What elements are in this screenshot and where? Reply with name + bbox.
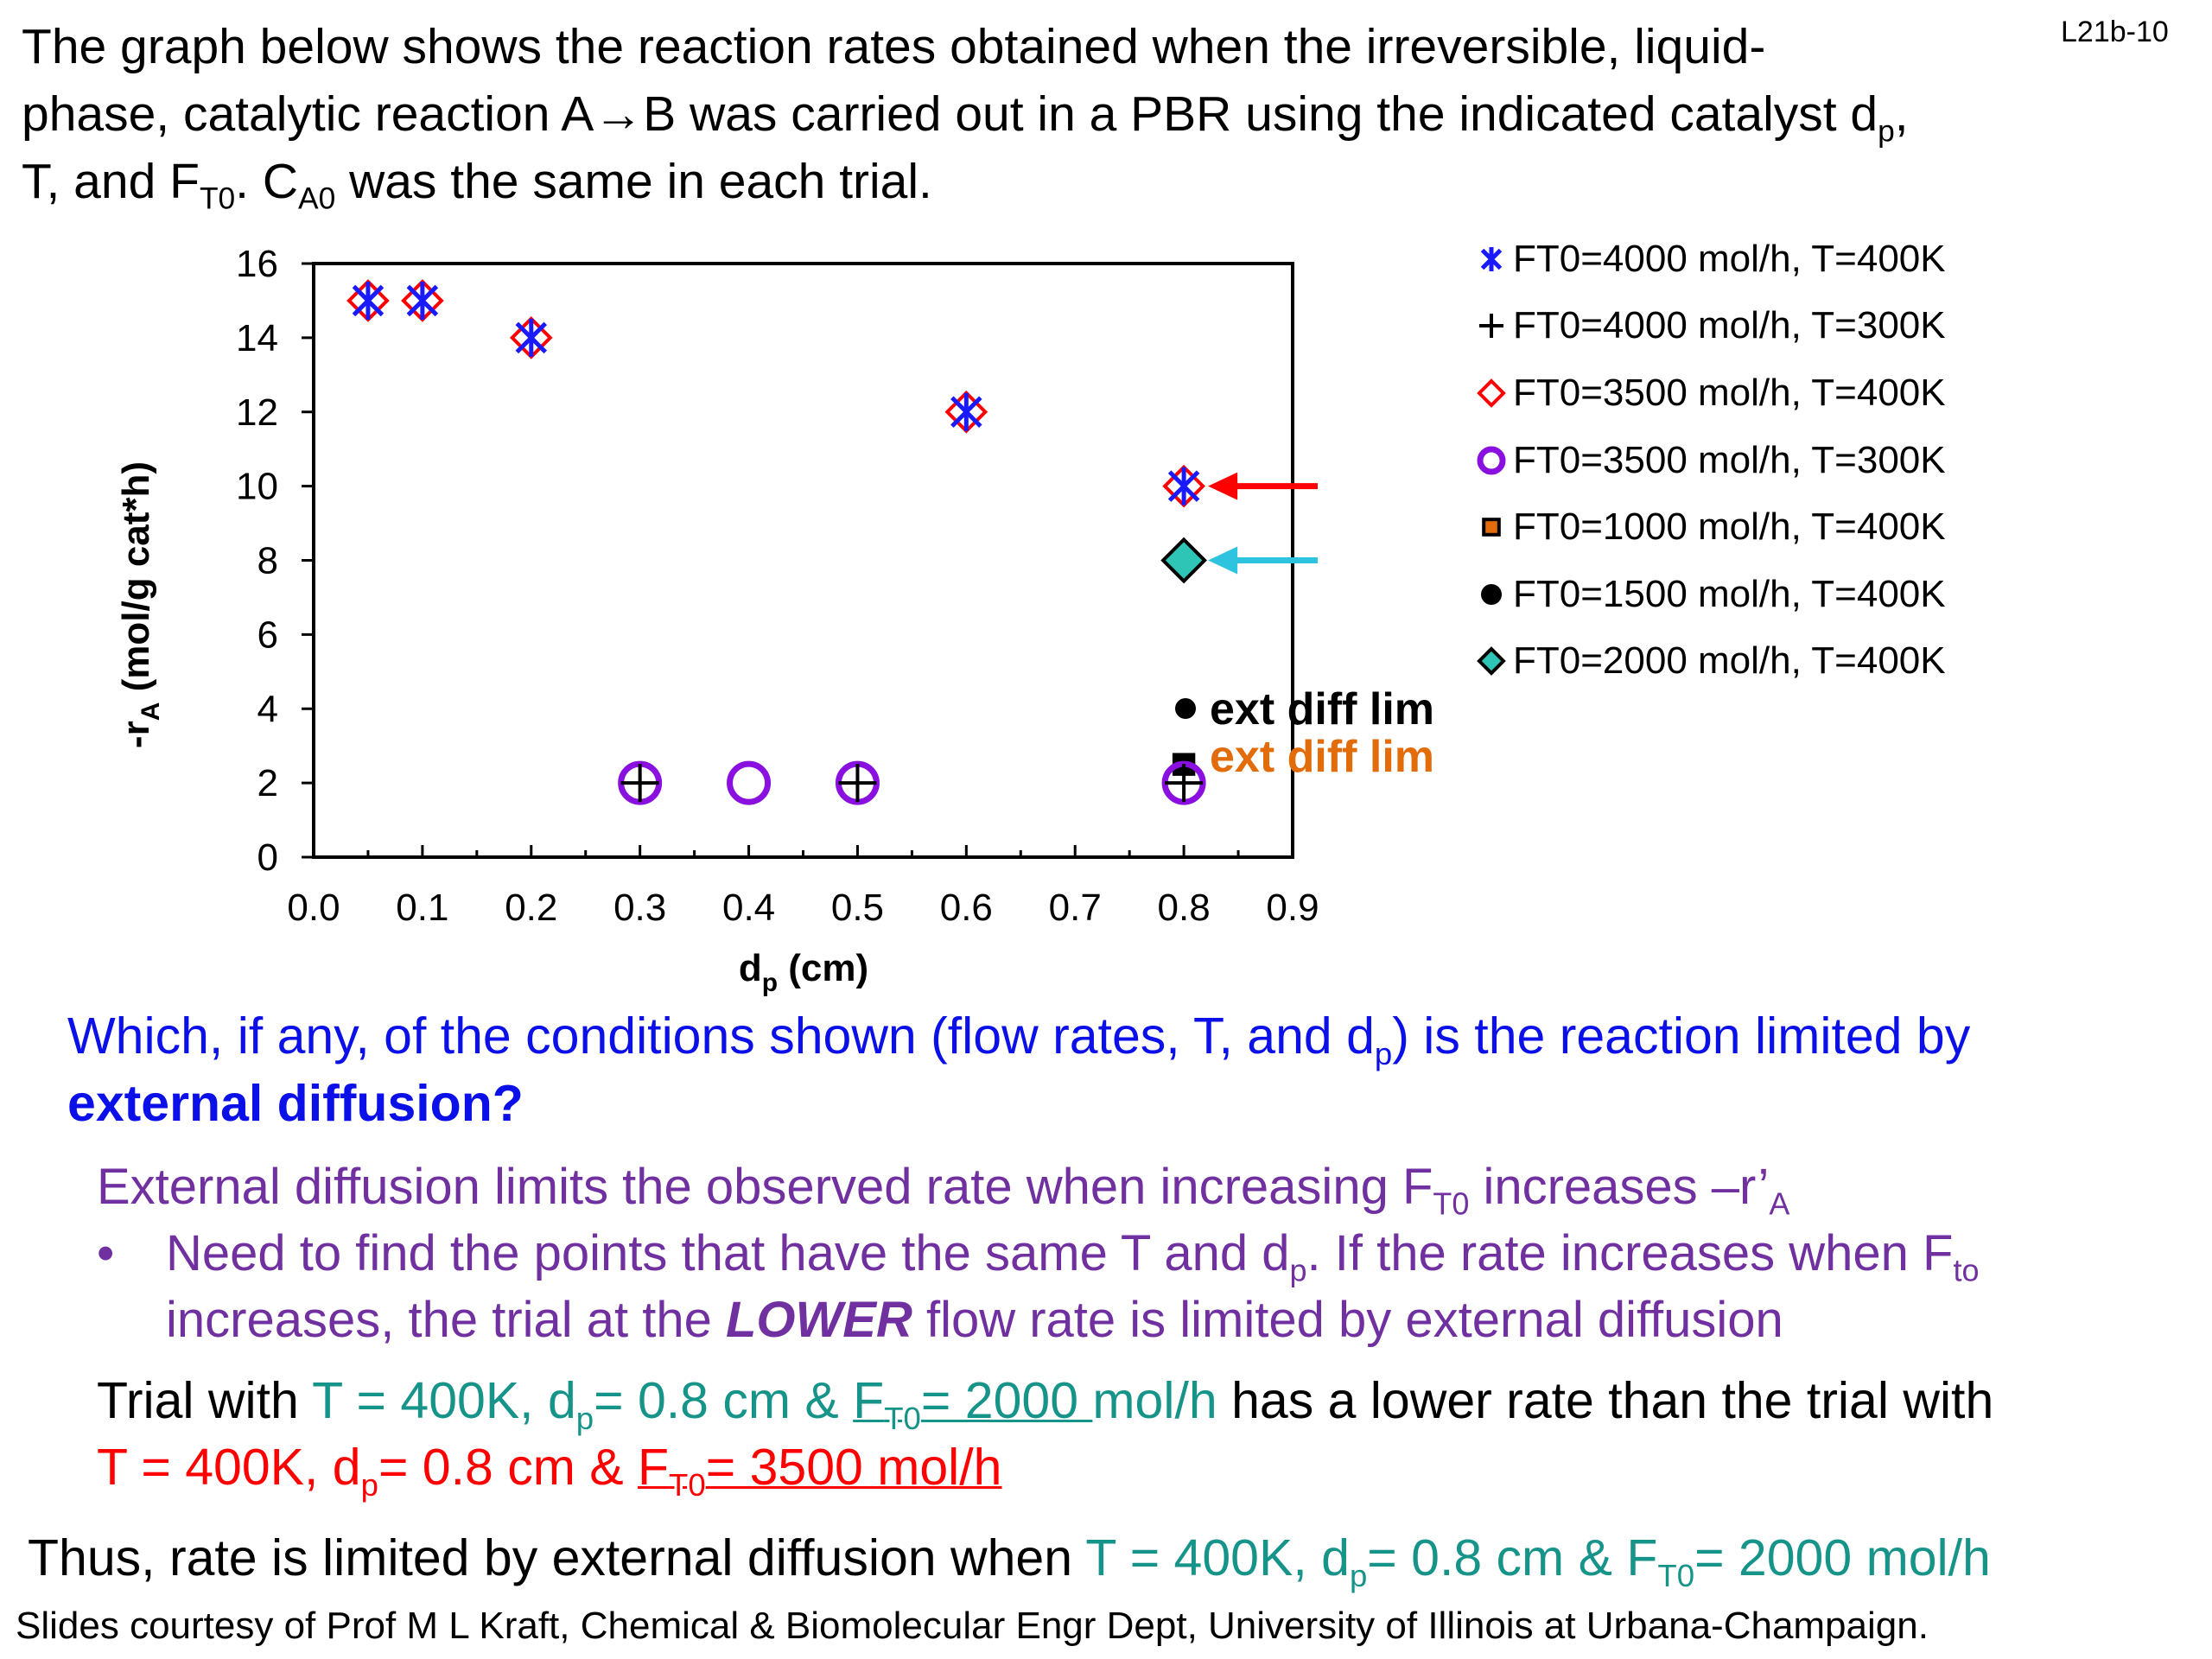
y-tick-label: 0 [257,836,278,879]
explanation-line-3: increases, the trial at the LOWER flow r… [166,1292,1783,1348]
data-point [352,281,385,320]
legend-item: FT0=1500 mol/h, T=400K [1473,573,1946,616]
legend-marker [1482,518,1501,537]
legend-marker-shape [1481,584,1502,605]
question-line-1: Which, if any, of the conditions shown (… [67,1007,1971,1071]
problem-line-3: T, and FT0. CA0 was the same in each tri… [22,154,932,216]
legend-label: FT0=3500 mol/h, T=400K [1513,372,1946,414]
legend-marker [1477,446,1506,475]
legend-label: FT0=2000 mol/h, T=400K [1513,639,1946,682]
axis-ticks [302,262,1294,859]
y-tick-label: 4 [257,688,278,730]
y-tick-label: 2 [257,762,278,804]
conclusion: Thus, rate is limited by external diffus… [28,1529,1991,1593]
x-tick-label: 0.9 [1266,887,1319,929]
x-tick-label: 0.8 [1158,887,1211,929]
annotation-arrow [1208,546,1318,575]
legend-label: FT0=3500 mol/h, T=300K [1513,439,1946,481]
y-tick-label: 16 [236,243,278,285]
data-point [406,281,439,320]
x-tick-labels: 0.0 0.1 0.2 0.3 0.4 0.5 0.6 0.7 0.8 0.9 [287,887,1319,929]
legend-marker-shape [1482,518,1501,537]
legend-marker [1477,378,1506,408]
x-tick-label: 0.4 [722,887,775,929]
data-point [620,764,659,803]
data-point [727,760,772,805]
annotation-arrow [1208,472,1318,500]
data-point [950,392,982,431]
y-tick-label: 8 [257,540,278,582]
slide-id: L21b-10 [2061,16,2169,48]
annotation-ext-diff-lim-1: ext diff lim [1210,684,1434,734]
legend-label: FT0=4000 mol/h, T=300K [1513,304,1946,346]
legend-marker-shape [1479,314,1503,338]
legend-item: FT0=3500 mol/h, T=300K [1473,439,1946,482]
annotation-arrows [1208,472,1318,575]
legend-item: FT0=4000 mol/h, T=300K [1473,304,1946,347]
y-tick-label: 10 [236,466,278,508]
data-points [346,279,1207,805]
x-tick-label: 0.5 [831,887,884,929]
data-point [838,764,877,803]
legend-marker-shape [1480,247,1503,271]
explanation-line-2: Need to find the points that have the sa… [166,1225,1980,1288]
data-point [1165,764,1204,803]
footer-credit: Slides courtesy of Prof M L Kraft, Chemi… [16,1605,1929,1647]
x-tick-label: 0.7 [1049,887,1102,929]
legend-item: FT0=3500 mol/h, T=400K [1473,372,1946,415]
legend-marker-shape [1477,646,1506,676]
x-axis-label: dp (cm) [739,947,868,997]
scatter-chart: 0.0 0.1 0.2 0.3 0.4 0.5 0.6 0.7 0.8 0.9 0 2 4 6 8 10 12… [115,243,1434,997]
x-tick-label: 0.2 [505,887,557,929]
y-axis-label: -rA (mol/g cat*h) [115,461,165,748]
x-tick-label: 0.0 [287,887,340,929]
legend-label: FT0=1000 mol/h, T=400K [1513,505,1946,548]
legend-marker [1480,247,1503,271]
legend-marker [1477,646,1506,676]
y-tick-label: 12 [236,391,278,434]
x-tick-label: 0.6 [940,887,993,929]
legend-item: FT0=2000 mol/h, T=400K [1473,639,1946,683]
legend-item: FT0=4000 mol/h, T=400K [1473,238,1946,281]
data-point [1167,467,1200,505]
data-point [1160,537,1207,584]
legend-marker-shape [1477,378,1506,408]
legend-label: FT0=4000 mol/h, T=400K [1513,238,1946,280]
x-tick-label: 0.3 [613,887,666,929]
explanation-line-1: External diffusion limits the observed r… [97,1159,1790,1222]
x-tick-label: 0.1 [396,887,448,929]
plot-area [312,262,1294,859]
annotation-bullet-black [1175,698,1196,719]
problem-line-2: phase, catalytic reaction A→B was carrie… [22,86,1909,149]
data-point [515,318,548,357]
question-line-2: external diffusion? [67,1075,524,1132]
explanation-bullet: • [97,1225,115,1281]
y-tick-labels: 0 2 4 6 8 10 12 14 16 [236,243,278,879]
y-tick-label: 6 [257,613,278,656]
trial-line-2: T = 400K, dp= 0.8 cm & FT0= 3500 mol/h [97,1439,1002,1503]
annotation-ext-diff-lim-2: ext diff lim [1210,732,1434,782]
legend-marker [1481,584,1502,605]
trial-line-1: Trial with T = 400K, dp= 0.8 cm & FT0= 2… [97,1372,1994,1436]
legend-marker-shape [1477,446,1506,475]
y-tick-label: 14 [236,317,278,359]
legend-marker [1479,314,1503,338]
legend-item: FT0=1000 mol/h, T=400K [1473,505,1946,549]
problem-line-1: The graph below shows the reaction rates… [22,19,1766,74]
legend-label: FT0=1500 mol/h, T=400K [1513,573,1946,615]
